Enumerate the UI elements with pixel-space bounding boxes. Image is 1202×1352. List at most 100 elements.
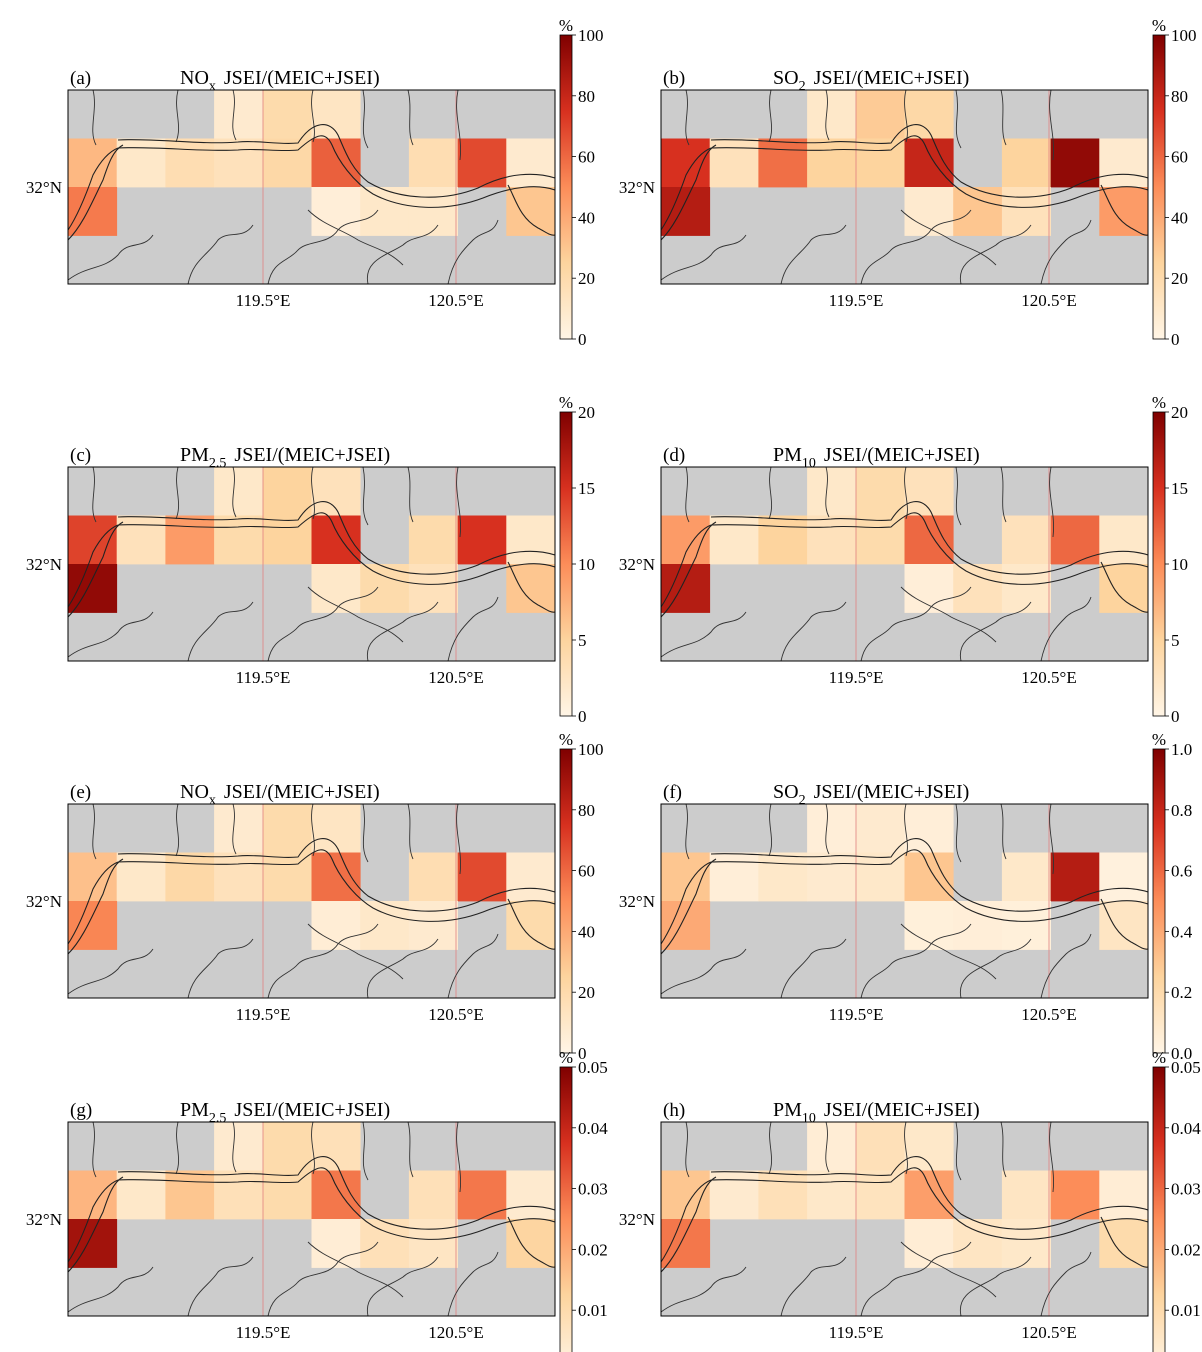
grid-cell [1099,187,1149,236]
boundary-line [187,938,254,999]
boundary-line [825,466,830,518]
boundary-line [407,1121,414,1178]
latitude-label: 32°N [26,178,62,197]
boundary-line [175,1121,180,1175]
colorbar-tick-label: 0.03 [1171,1180,1201,1199]
grid-cell [807,515,857,565]
boundary-line [67,1266,154,1313]
colorbar-unit: % [559,730,573,749]
colorbar-tick-label: 0 [578,1044,587,1063]
grid-cell [1001,515,1051,565]
boundary-line [860,586,972,662]
boundary-line [900,209,997,266]
panel-label: (h) [663,1100,685,1121]
boundary-line [768,803,773,857]
grid-cell [807,90,857,139]
boundary-line [232,1121,237,1173]
boundary-line [768,1121,773,1175]
grid-cell [311,564,361,613]
grid-cell [214,515,264,565]
river-outline [117,501,556,575]
grid-cell [457,138,507,188]
grid-cell [360,564,410,613]
boundary-line [366,601,439,662]
colorbar-tick-label: 20 [578,269,595,288]
boundary-line [780,224,847,285]
river-outline [710,1156,1149,1230]
longitude-label: 120.5°E [428,668,483,687]
boundary-line [1040,933,1092,999]
grid-cell [311,1122,361,1171]
grid-cell [116,138,166,188]
grid-cell [311,138,361,188]
river-outline [1100,1216,1149,1268]
river-outline [67,861,119,945]
boundary-line [187,1256,254,1317]
river-outline [660,861,712,945]
grid-cell [1099,852,1149,902]
boundary-line [900,923,997,980]
grid-cell [408,515,458,565]
grid-cell [709,515,759,565]
colorbar-tick-label: 20 [1171,269,1188,288]
colorbar-tick-label: 10 [1171,555,1188,574]
latitude-label: 32°N [26,555,62,574]
river-outline [67,1179,119,1263]
grid-cell [904,187,954,236]
map-frame [660,1121,1149,1317]
map-frame [67,803,556,999]
boundary-line [955,89,962,149]
grid-cell [408,1219,458,1268]
grid-cell [709,1170,759,1220]
colorbar-gradient [1152,34,1166,340]
colorbar-tick-label: 5 [578,631,587,650]
map-frame [660,89,1149,285]
longitude-label: 119.5°E [236,1323,291,1342]
grid-cell [709,138,759,188]
river-outline [507,561,556,613]
grid-cell [1001,564,1051,613]
colorbar-tick-label: 20 [578,983,595,1002]
longitude-label: 119.5°E [829,668,884,687]
grid-cell [953,564,1003,613]
boundary-line [407,466,414,523]
longitude-label: 119.5°E [829,1323,884,1342]
grid-cell [1099,564,1149,613]
boundary-line [1000,89,1007,146]
boundary-line [660,1266,747,1313]
colorbar-tick-label: 0.8 [1171,801,1192,820]
grid-cell [1001,1219,1051,1268]
colorbar: % 0 5 10 15 20 [1152,393,1188,726]
map-frame [67,89,556,285]
colorbar: %0.000.010.020.030.040.05 [559,1048,608,1352]
grid-cell [661,901,711,950]
boundary-line [232,89,237,141]
river-outline [660,1176,717,1273]
river-outline [660,524,712,608]
grid-cell [360,1219,410,1268]
colorbar-unit: % [559,16,573,35]
map-frame [660,466,1149,662]
colorbar-tick-label: 0.2 [1171,983,1192,1002]
boundary-line [447,933,499,999]
colorbar-tick-label: 0 [578,330,587,349]
grid-cell [1050,515,1100,565]
longitude-label: 120.5°E [1021,291,1076,310]
colorbar-tick-label: 5 [1171,631,1180,650]
boundary-line [92,803,97,860]
boundary-line [92,89,97,146]
longitude-label: 120.5°E [428,1323,483,1342]
map-panel: (e) NOx JSEI/(MEIC+JSEI) 32°N 119.5°E 120.5°E… [26,730,604,1063]
boundary-line [825,1121,830,1173]
panel-title: NOx JSEI/(MEIC+JSEI) [180,67,380,94]
grid-cell [506,187,556,236]
grid-cell [904,1219,954,1268]
river-outline [117,124,556,198]
grid-cell [1099,1170,1149,1220]
river-outline [117,849,556,922]
grid-cell [457,515,507,565]
grid-cell [807,138,857,188]
grid-cell [311,187,361,236]
grid-cell [262,515,312,565]
grid-cell [262,138,312,188]
